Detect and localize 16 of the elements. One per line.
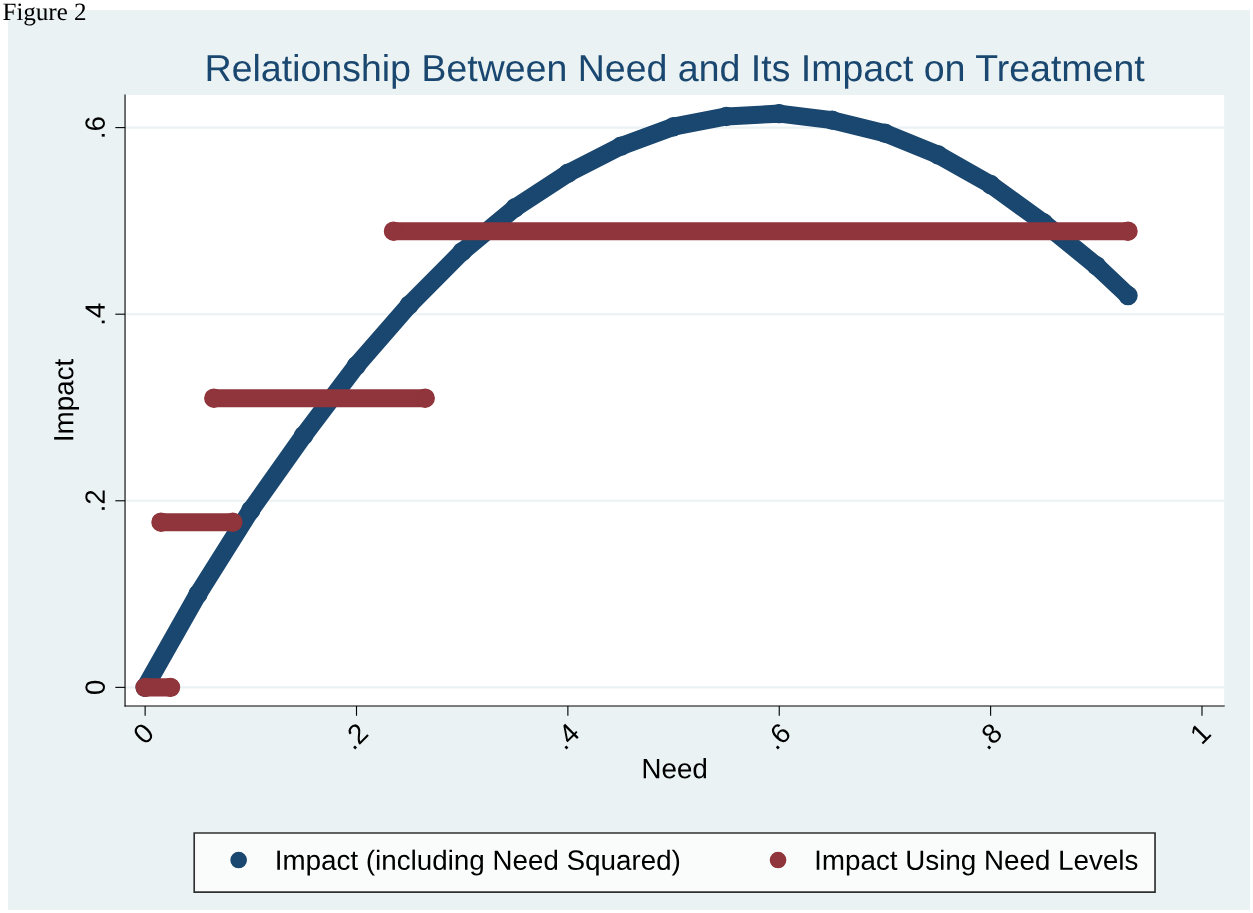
y-axis-title: Impact <box>54 359 80 440</box>
y-tick-label: .2 <box>85 490 105 510</box>
y-tick-label: 0 <box>85 680 105 694</box>
x-tick-label: .6 <box>764 721 792 750</box>
y-tick-label: .6 <box>85 117 105 137</box>
caption: Figure 2 <box>3 3 86 26</box>
legend-label: Impact Using Need Levels <box>816 849 1138 876</box>
y-tick-label: .4 <box>85 303 105 324</box>
x-tick-label: 0 <box>131 721 156 746</box>
chart-title: Relationship Between Need and Its Impact on Treatment <box>207 53 1145 89</box>
x-tick-label: .4 <box>553 721 581 750</box>
x-tick-label: 1 <box>1189 722 1212 745</box>
x-axis-title: Need <box>643 758 707 779</box>
x-tick-label: .8 <box>975 721 1004 750</box>
legend-label: Impact (including Need Squared) <box>277 849 680 876</box>
x-tick-label: .2 <box>341 722 369 750</box>
